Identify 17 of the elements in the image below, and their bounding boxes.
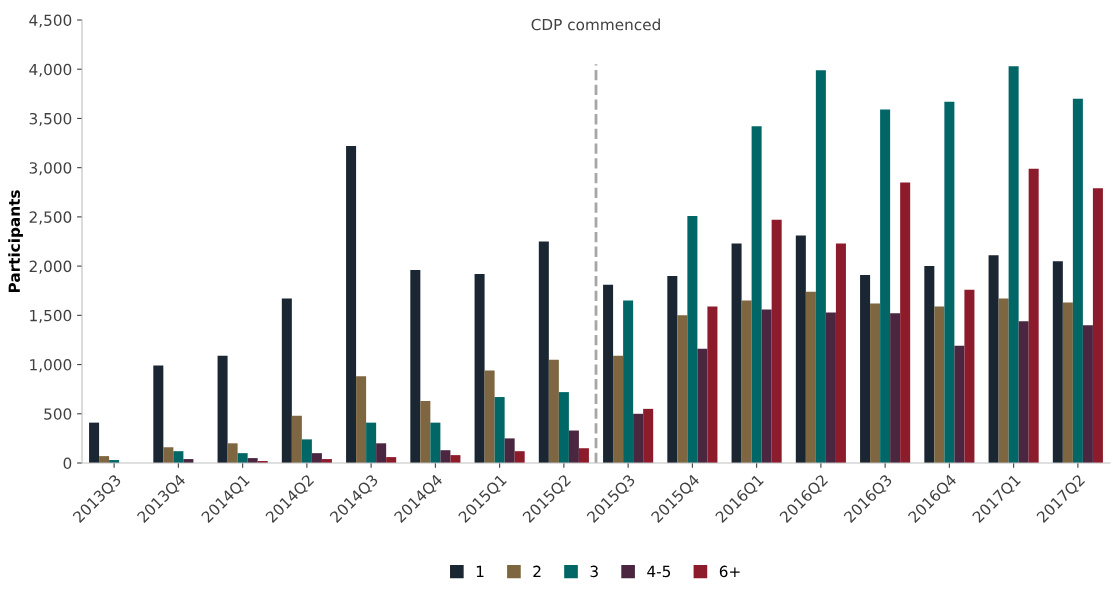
y-axis-title: Participants bbox=[8, 190, 23, 293]
y-tick-label: 3,500 bbox=[29, 112, 72, 127]
annotation: CDP commenced bbox=[531, 18, 660, 31]
y-tick-label: 4,500 bbox=[29, 14, 72, 28]
legend-label: 1 bbox=[476, 565, 484, 577]
y-tick-label: 3,000 bbox=[29, 162, 72, 176]
y-tick-label: 0 bbox=[63, 457, 72, 470]
legend-label: 3 bbox=[590, 565, 598, 578]
y-tick-label: 2,000 bbox=[29, 260, 72, 274]
legend-label: 6+ bbox=[719, 565, 740, 578]
y-tick-label: 2,500 bbox=[29, 211, 72, 225]
y-tick-label: 1,500 bbox=[30, 309, 72, 323]
y-tick-label: 500 bbox=[44, 408, 72, 420]
legend-label: 4-5 bbox=[647, 565, 671, 578]
y-tick-label: 1,000 bbox=[30, 359, 72, 373]
y-tick-label: 4,000 bbox=[29, 63, 72, 77]
legend-label: 2 bbox=[533, 565, 541, 577]
